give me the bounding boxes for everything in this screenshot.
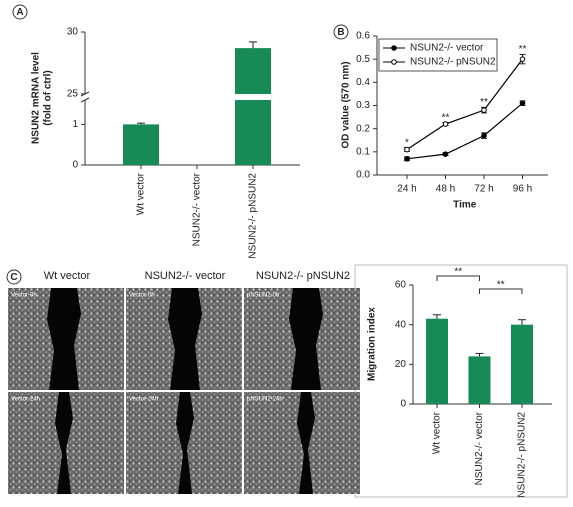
panel-letter: C	[10, 272, 17, 283]
y-tick-label: 0.3	[356, 100, 370, 111]
scratch-gap	[289, 288, 323, 390]
data-point	[404, 155, 410, 162]
legend-marker	[391, 59, 397, 65]
y-tick-label: 60	[395, 280, 407, 291]
y-tick-label: 1	[72, 119, 78, 130]
axis-break	[80, 97, 90, 103]
column-header: NSUN2-/- pNSUN2	[256, 270, 350, 282]
bar	[123, 124, 159, 165]
series-line	[406, 58, 523, 151]
significance-label: *	[405, 137, 409, 148]
bar	[511, 324, 533, 404]
y-tick-label: 0.2	[356, 123, 370, 134]
legend-marker	[391, 45, 397, 51]
x-tick-label: 48 h	[436, 184, 455, 195]
y-tick-label: 0.1	[356, 146, 370, 157]
significance-label: **	[519, 44, 527, 55]
y-tick-label: 0	[72, 160, 78, 171]
panel-letter: A	[16, 7, 23, 18]
scratch-gap	[297, 392, 315, 494]
significance-label: **	[497, 280, 505, 291]
bar	[235, 48, 271, 166]
y-tick-label: 0.4	[356, 77, 370, 88]
scratch-gap	[47, 288, 81, 390]
column-header: NSUN2-/- vector	[145, 270, 226, 282]
panel-letter-circle	[12, 4, 28, 20]
data-point	[519, 56, 526, 62]
y-tick-label: 30	[67, 27, 79, 38]
x-axis-label: Time	[453, 200, 477, 211]
x-tick-label: 96 h	[513, 184, 532, 195]
significance-label: **	[454, 267, 462, 278]
data-point	[442, 121, 449, 127]
y-tick-label: 25	[67, 89, 79, 100]
x-tick-label: NSUN2-/- pNSUN2	[517, 412, 528, 498]
panel-frame	[354, 264, 568, 498]
series-line	[406, 102, 523, 160]
legend-box	[378, 38, 498, 72]
y-axis-label: OD value (570 nm)	[341, 61, 352, 148]
legend-label: NSUN2-/- pNSUN2	[410, 57, 496, 68]
y-axis-label: Migration index	[367, 307, 378, 381]
y-axis-label: (fold of ctrl)	[43, 70, 54, 126]
legend-label: NSUN2-/- vector	[410, 43, 484, 54]
significance-label: **	[442, 112, 450, 123]
x-tick-label: NSUN2-/- vector	[192, 172, 203, 246]
scratch-gap	[168, 288, 202, 390]
y-tick-label: 0	[400, 399, 406, 410]
y-tick-label: 20	[395, 359, 407, 370]
data-point	[481, 132, 487, 139]
column-header: Wt vector	[44, 270, 91, 282]
bar	[426, 318, 448, 404]
panel-letter-circle	[6, 269, 22, 285]
micrograph-label: Vector-0h	[11, 293, 37, 299]
bar	[468, 356, 491, 404]
x-tick-label: NSUN2-/- pNSUN2	[248, 173, 259, 259]
data-point	[404, 146, 410, 153]
significance-bracket	[436, 275, 480, 281]
y-tick-label: 0.0	[356, 170, 370, 181]
micrograph-label: Vector-24h	[11, 397, 40, 403]
y-tick-label: 40	[395, 319, 407, 330]
x-tick-label: 24 h	[397, 184, 416, 195]
x-tick-label: Wt vector	[136, 172, 147, 215]
significance-bracket	[479, 288, 523, 294]
y-tick-label: 0.6	[356, 31, 370, 42]
micrograph-label: Vector-24h	[129, 397, 158, 403]
micrograph-label: pNSUN2-0h	[247, 293, 279, 299]
scratch-gap	[55, 392, 73, 494]
y-tick-label: 0.5	[356, 54, 370, 65]
scratch-gap	[176, 392, 194, 494]
data-point	[481, 107, 487, 113]
y-axis-label: NSUN2 mRNA level	[31, 52, 42, 144]
data-point	[442, 151, 449, 157]
panel-letter-circle	[333, 24, 349, 40]
x-tick-label: 72 h	[474, 184, 493, 195]
micrograph-label: Vector-0h	[129, 293, 155, 299]
bar-break-gap	[234, 94, 272, 100]
panel-letter: B	[337, 27, 344, 38]
x-tick-label: NSUN2-/- vector	[474, 411, 485, 485]
data-point	[519, 100, 526, 106]
x-tick-label: Wt vector	[432, 411, 443, 454]
micrograph-label: pNSUN2-24h	[247, 397, 283, 403]
significance-label: **	[480, 97, 488, 108]
